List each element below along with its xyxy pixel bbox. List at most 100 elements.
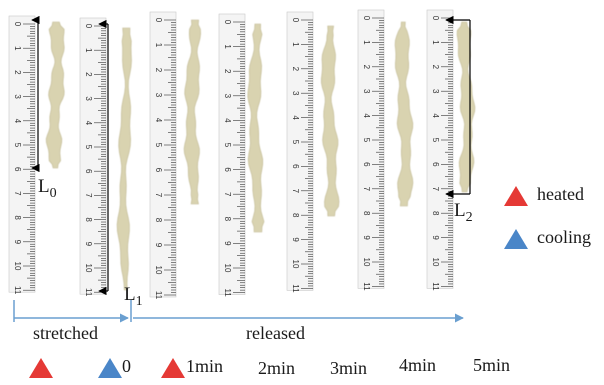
ruler-tick-label: 6 bbox=[13, 167, 22, 172]
ruler-tick-label: 7 bbox=[223, 192, 232, 197]
ruler-tick-label: 1 bbox=[223, 44, 232, 49]
ruler-tick-label: 4 bbox=[291, 115, 300, 120]
ruler-5: 0 1 2 3 4 5 6 7 8 9 10 11 bbox=[286, 11, 314, 293]
ruler-tick-label: 3 bbox=[362, 89, 371, 94]
ruler-tick-label: 2 bbox=[13, 70, 22, 75]
ruler-tick-label: 11 bbox=[154, 291, 163, 300]
ruler-tick-label: 3 bbox=[154, 93, 163, 98]
ruler-tick-label: 2 bbox=[154, 68, 163, 73]
length-label-l0: L0 bbox=[38, 176, 57, 201]
ruler-tick-label: 8 bbox=[13, 215, 22, 220]
ruler-tick-label: 10 bbox=[223, 264, 232, 273]
ruler-tick-label: 9 bbox=[362, 235, 371, 240]
ruler-tick-label: 2 bbox=[291, 67, 300, 72]
ruler-tick-label: 5 bbox=[223, 143, 232, 148]
length-measure-l2 bbox=[445, 15, 471, 199]
timeline-label-0: 0 bbox=[122, 356, 131, 376]
ruler-tick-label: 7 bbox=[362, 187, 371, 192]
ruler-tick-label: 1 bbox=[362, 40, 371, 45]
ruler-tick-label: 5 bbox=[291, 140, 300, 145]
ruler-tick-label: 0 bbox=[13, 22, 22, 27]
rulers-group: 0123456789101101234567891011012345678910… bbox=[8, 9, 454, 300]
ruler-tick-label: 4 bbox=[223, 118, 232, 123]
ruler-tick-label: 5 bbox=[13, 143, 22, 148]
ruler-tick-label: 10 bbox=[362, 258, 371, 267]
ruler-tick-label: 6 bbox=[431, 162, 440, 167]
ruler-1: 0 1 2 3 4 5 6 7 8 9 10 11 bbox=[8, 15, 36, 295]
timeline-label-1min: 1min bbox=[186, 356, 224, 376]
ruler-tick-label: 10 bbox=[154, 266, 163, 275]
ruler-tick-label: 1 bbox=[431, 40, 440, 45]
ruler-tick-label: 0 bbox=[362, 16, 371, 21]
stage-label-released: released bbox=[246, 323, 305, 343]
timeline-heated-triangle-icon bbox=[29, 358, 53, 378]
ruler-tick-label: 0 bbox=[84, 24, 93, 29]
fiber-sample-6 bbox=[394, 21, 414, 207]
ruler-tick-label: 9 bbox=[291, 237, 300, 242]
ruler-tick-label: 8 bbox=[154, 218, 163, 223]
ruler-6: 0 1 2 3 4 5 6 7 8 9 10 11 bbox=[357, 9, 385, 291]
heated-triangle-icon bbox=[504, 186, 528, 206]
fiber-sample-4 bbox=[247, 23, 265, 233]
ruler-tick-label: 4 bbox=[84, 121, 93, 126]
length-label-l2: L2 bbox=[454, 200, 473, 225]
ruler-tick-label: 1 bbox=[291, 42, 300, 47]
ruler-tick-label: 11 bbox=[223, 288, 232, 297]
ruler-tick-label: 3 bbox=[223, 94, 232, 99]
fiber-sample-5 bbox=[321, 25, 340, 217]
ruler-tick-label: 0 bbox=[291, 18, 300, 23]
fiber-sample-7 bbox=[456, 21, 476, 193]
ruler-tick-label: 11 bbox=[431, 282, 440, 291]
ruler-tick-label: 3 bbox=[431, 89, 440, 94]
ruler-tick-label: 8 bbox=[84, 217, 93, 222]
ruler-tick-label: 6 bbox=[291, 164, 300, 169]
ruler-tick-label: 11 bbox=[13, 286, 22, 295]
timeline-label-4min: 4min bbox=[399, 355, 437, 375]
ruler-tick-label: 2 bbox=[362, 65, 371, 70]
ruler-tick-label: 11 bbox=[291, 284, 300, 293]
stage-label-stretched: stretched bbox=[33, 323, 98, 343]
fiber-sample-2 bbox=[116, 27, 132, 291]
timeline-heated-triangle-icon-2 bbox=[161, 358, 185, 378]
fibers-group bbox=[45, 19, 476, 291]
legend-cooling-label: cooling bbox=[537, 227, 591, 247]
ruler-tick-label: 11 bbox=[362, 282, 371, 291]
length-measure-group bbox=[31, 15, 471, 296]
length-measure-l0 bbox=[31, 15, 40, 173]
cooling-triangle-icon bbox=[504, 229, 528, 249]
timeline-label-5min: 5min bbox=[473, 355, 511, 375]
ruler-tick-label: 1 bbox=[13, 46, 22, 51]
stage-brackets bbox=[13, 300, 464, 323]
ruler-tick-label: 5 bbox=[362, 138, 371, 143]
ruler-tick-label: 2 bbox=[84, 72, 93, 77]
ruler-7: 0 1 2 3 4 5 6 7 8 9 10 11 bbox=[426, 9, 454, 291]
ruler-tick-label: 8 bbox=[431, 211, 440, 216]
ruler-4: 0 1 2 3 4 5 6 7 8 9 10 11 bbox=[218, 13, 246, 297]
ruler-tick-label: 6 bbox=[84, 169, 93, 174]
ruler-tick-label: 10 bbox=[291, 260, 300, 269]
ruler-tick-label: 6 bbox=[362, 162, 371, 167]
ruler-tick-label: 3 bbox=[291, 91, 300, 96]
ruler-tick-label: 2 bbox=[431, 65, 440, 70]
ruler-3: 0 1 2 3 4 5 6 7 8 9 10 11 bbox=[149, 11, 177, 300]
ruler-tick-label: 8 bbox=[362, 211, 371, 216]
ruler-tick-label: 9 bbox=[154, 243, 163, 248]
ruler-tick-label: 6 bbox=[154, 168, 163, 173]
timeline-cooling-triangle-icon bbox=[98, 358, 122, 378]
ruler-tick-label: 7 bbox=[431, 187, 440, 192]
ruler-tick-label: 0 bbox=[154, 18, 163, 23]
ruler-tick-label: 11 bbox=[84, 288, 93, 297]
ruler-tick-label: 1 bbox=[84, 48, 93, 53]
length-measure-l1 bbox=[98, 19, 109, 296]
ruler-2: 0 1 2 3 4 5 6 7 8 9 10 11 bbox=[79, 17, 107, 297]
ruler-tick-label: 4 bbox=[431, 113, 440, 118]
ruler-tick-label: 4 bbox=[362, 113, 371, 118]
fiber-sample-1 bbox=[45, 21, 65, 169]
legend-heated-label: heated bbox=[537, 184, 584, 204]
ruler-tick-label: 7 bbox=[154, 193, 163, 198]
ruler-tick-label: 0 bbox=[223, 20, 232, 25]
ruler-tick-label: 7 bbox=[13, 191, 22, 196]
ruler-tick-label: 10 bbox=[13, 262, 22, 271]
